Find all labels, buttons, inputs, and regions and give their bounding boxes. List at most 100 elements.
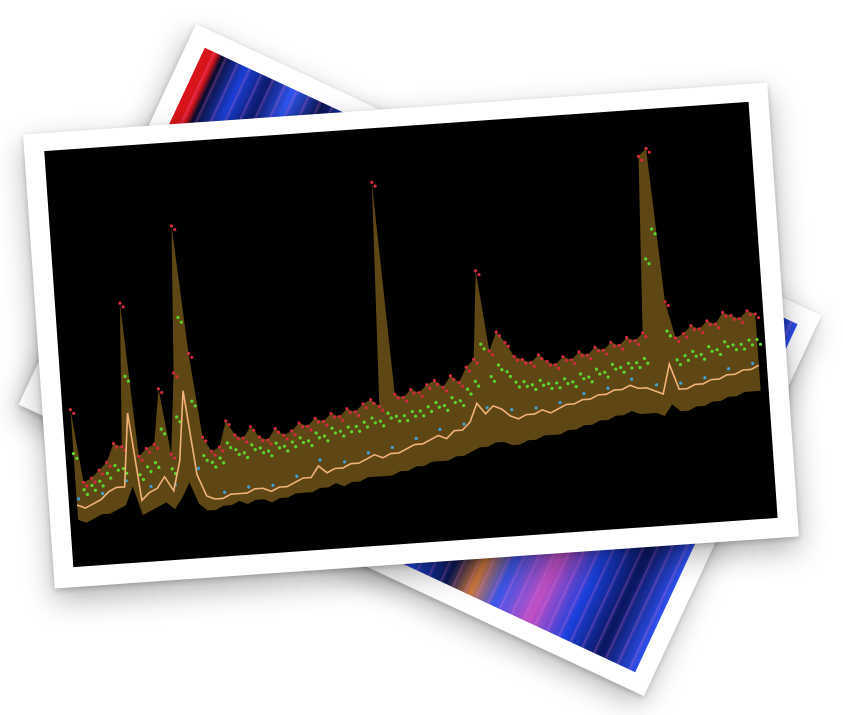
- max-point: [633, 339, 637, 343]
- mid-point: [562, 377, 567, 381]
- max-point: [313, 416, 317, 420]
- mid-point: [541, 383, 546, 387]
- mid-point: [162, 432, 167, 436]
- max-point: [701, 331, 705, 335]
- max-point: [692, 327, 696, 332]
- mid-point: [453, 400, 457, 405]
- mid-point: [742, 347, 747, 351]
- mid-point: [113, 463, 117, 468]
- max-point: [401, 395, 405, 400]
- mid-point: [346, 425, 350, 429]
- mid-point: [138, 473, 142, 477]
- max-point: [432, 378, 437, 383]
- mid-point: [530, 383, 535, 387]
- mid-point: [333, 431, 338, 435]
- max-point: [713, 322, 717, 326]
- points-layer: [68, 146, 763, 501]
- max-point: [369, 398, 373, 402]
- mid-point: [242, 451, 246, 455]
- max-point: [370, 180, 374, 184]
- max-point: [617, 343, 621, 348]
- max-point: [460, 384, 464, 388]
- mid-point: [386, 411, 390, 415]
- mid-point: [582, 377, 586, 381]
- mid-point: [282, 444, 287, 448]
- max-point: [681, 332, 686, 336]
- mid-point: [93, 488, 97, 492]
- mid-point: [176, 315, 180, 320]
- max-point: [506, 344, 510, 348]
- max-point: [647, 150, 651, 154]
- mid-point: [109, 476, 113, 480]
- mid-point: [610, 362, 615, 366]
- max-point: [585, 353, 589, 357]
- max-point: [244, 440, 249, 444]
- mid-point: [382, 424, 386, 428]
- max-point: [156, 387, 161, 391]
- max-point: [241, 436, 245, 440]
- mid-point: [534, 387, 538, 392]
- max-point: [580, 354, 584, 358]
- mid-point: [250, 443, 254, 447]
- max-point: [115, 445, 119, 449]
- low-point: [149, 484, 153, 489]
- mid-point: [170, 467, 174, 471]
- mid-point: [90, 483, 94, 488]
- max-point: [169, 224, 174, 228]
- mid-point: [342, 434, 346, 438]
- mid-point: [246, 455, 250, 460]
- mid-point: [514, 380, 518, 384]
- mid-point: [699, 352, 703, 357]
- mid-point: [734, 348, 739, 352]
- mid-point: [477, 384, 481, 388]
- max-point: [155, 446, 160, 450]
- mid-point: [646, 361, 650, 365]
- mid-point: [508, 374, 513, 379]
- max-point: [540, 357, 544, 361]
- max-point: [282, 433, 286, 437]
- max-point: [477, 273, 481, 277]
- max-point: [536, 353, 541, 357]
- max-point: [609, 340, 613, 345]
- mid-point: [389, 416, 393, 420]
- max-point: [745, 309, 749, 313]
- max-point: [512, 354, 516, 359]
- waveform-graphic: [68, 146, 763, 523]
- max-point: [729, 314, 733, 318]
- max-point: [741, 320, 745, 325]
- mid-point: [426, 405, 430, 409]
- mid-point: [418, 409, 422, 413]
- mid-point: [126, 379, 130, 383]
- max-point: [673, 336, 678, 340]
- max-point: [140, 458, 144, 462]
- max-point: [601, 348, 605, 352]
- low-point: [295, 474, 299, 478]
- band-layer: [70, 148, 761, 523]
- mid-point: [750, 343, 754, 347]
- mid-point: [394, 414, 398, 418]
- mid-point: [159, 427, 163, 431]
- max-point: [425, 383, 429, 387]
- mid-point: [101, 484, 105, 488]
- max-point: [337, 415, 342, 419]
- max-point: [356, 414, 361, 418]
- mid-point: [253, 448, 257, 452]
- mid-point: [550, 386, 554, 390]
- max-point: [372, 401, 376, 406]
- max-point: [628, 339, 632, 343]
- low-point: [438, 427, 442, 432]
- mid-point: [702, 357, 707, 361]
- max-point: [464, 365, 468, 369]
- low-point: [751, 361, 755, 365]
- max-point: [121, 305, 125, 309]
- mid-point: [373, 421, 377, 425]
- mid-point: [723, 340, 727, 344]
- max-point: [213, 453, 217, 457]
- mid-point: [469, 392, 473, 396]
- mid-point: [718, 352, 723, 357]
- max-point: [93, 480, 97, 484]
- max-point: [724, 314, 728, 318]
- mid-point: [290, 440, 294, 444]
- mid-point: [349, 430, 354, 434]
- mid-point: [630, 366, 634, 370]
